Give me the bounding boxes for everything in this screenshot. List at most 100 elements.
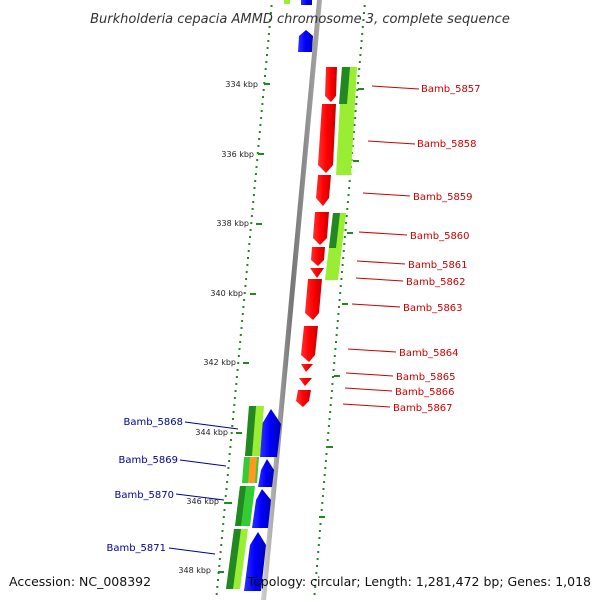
guide-dot [344,229,347,231]
guide-dot [244,285,247,287]
guide-dot [330,397,333,399]
guide-dot [355,96,358,98]
guide-dot [246,264,249,266]
guide-dot [220,544,223,546]
gene-label[interactable]: Bamb_5867 [393,403,453,414]
guide-dot [241,320,244,322]
guide-dot [243,292,246,294]
guide-dot [258,131,261,133]
guide-dot [258,138,261,140]
guide-dot [260,117,263,119]
guide-dot [267,33,270,35]
guide-dot [259,124,262,126]
cds-bamb-5870 [252,489,271,528]
guide-dot [270,5,273,7]
guide-dot [238,348,241,350]
guide-dot [346,208,349,210]
guide-dot [333,362,336,364]
guide-dot [231,425,234,427]
guide-dot [245,271,248,273]
gene-label[interactable]: Bamb_5862 [406,277,466,288]
guide-dot [217,579,219,581]
right-cog-track [325,67,357,280]
guide-dot [328,418,331,420]
ruler-ticks [218,83,364,573]
gene-label[interactable]: Bamb_5859 [413,192,473,203]
guide-dot [316,565,318,567]
guide-dot [358,68,361,70]
guide-dot [314,579,317,581]
guide-dot [269,19,272,21]
gene-label[interactable]: Bamb_5864 [399,348,459,359]
guide-dot [319,523,322,525]
cds-bamb-5867 [296,390,311,407]
gene-label[interactable]: Bamb_5860 [410,231,470,242]
tick-label: 334 kbp [225,80,258,89]
gene-label[interactable]: Bamb_5857 [421,84,481,95]
guide-dot [218,558,221,560]
cds-bamb-5857 [325,67,337,102]
cds-bamb-5869 [258,459,274,487]
guide-dot [236,369,239,371]
cds-arrow-top-2 [298,30,313,52]
guide-dot [249,236,251,238]
tick-label: 344 kbp [195,428,228,437]
guide-dot [354,117,357,119]
guide-dot [262,89,265,91]
guide-dot [252,201,255,203]
guide-dot [220,537,223,539]
guide-dot [361,26,364,28]
guide-dot [332,376,334,378]
gene-label[interactable]: Bamb_5869 [118,455,178,466]
cds-arrow-top-1 [301,0,312,5]
dotted-guide-tracks [215,5,366,595]
guide-dot [248,243,251,245]
gene-label[interactable]: Bamb_5858 [417,139,477,150]
guide-dot [353,124,356,126]
guide-dot [264,68,267,70]
gene-label[interactable]: Bamb_5861 [408,260,468,271]
guide-dot [342,250,345,252]
gene-label[interactable]: Bamb_5870 [114,490,174,501]
guide-dot [317,551,320,553]
cog-box-top [284,0,290,4]
cds-bamb-5868 [260,409,281,457]
guide-dot [266,47,269,49]
cds-bamb-5865 [301,364,313,372]
guide-dot [260,110,263,112]
guide-dot [354,110,357,112]
tick-label: 348 kbp [178,566,211,575]
guide-dot [268,26,271,28]
guide-dot [250,215,253,217]
reverse-strand-features [244,409,281,591]
guide-dot [346,201,349,203]
guide-dot [215,593,218,595]
guide-dot [357,75,360,77]
guide-dot [325,453,328,455]
guide-dot [324,460,327,462]
guide-dot [323,481,326,483]
guide-dot [356,89,359,91]
guide-dot [269,12,272,14]
guide-dot [343,243,346,245]
gene-label[interactable]: Bamb_5866 [395,387,455,398]
guide-dot [216,586,219,588]
guide-dot [327,432,330,434]
guide-dot [326,439,329,441]
gene-label[interactable]: Bamb_5871 [106,543,166,554]
cds-bamb-5860 [313,212,329,245]
guide-dot [323,474,326,476]
guide-dot [255,166,258,168]
guide-dot [230,439,232,441]
gene-label[interactable]: Bamb_5863 [403,303,463,314]
gene-label[interactable]: Bamb_5865 [396,372,456,383]
guide-dot [317,544,320,546]
gene-label[interactable]: Bamb_5868 [123,417,183,428]
guide-dot [222,516,225,518]
tick-label: 346 kbp [186,497,219,506]
guide-dot [327,425,330,427]
guide-dot [363,12,365,14]
guide-dot [347,194,350,196]
guide-dot [342,257,345,259]
